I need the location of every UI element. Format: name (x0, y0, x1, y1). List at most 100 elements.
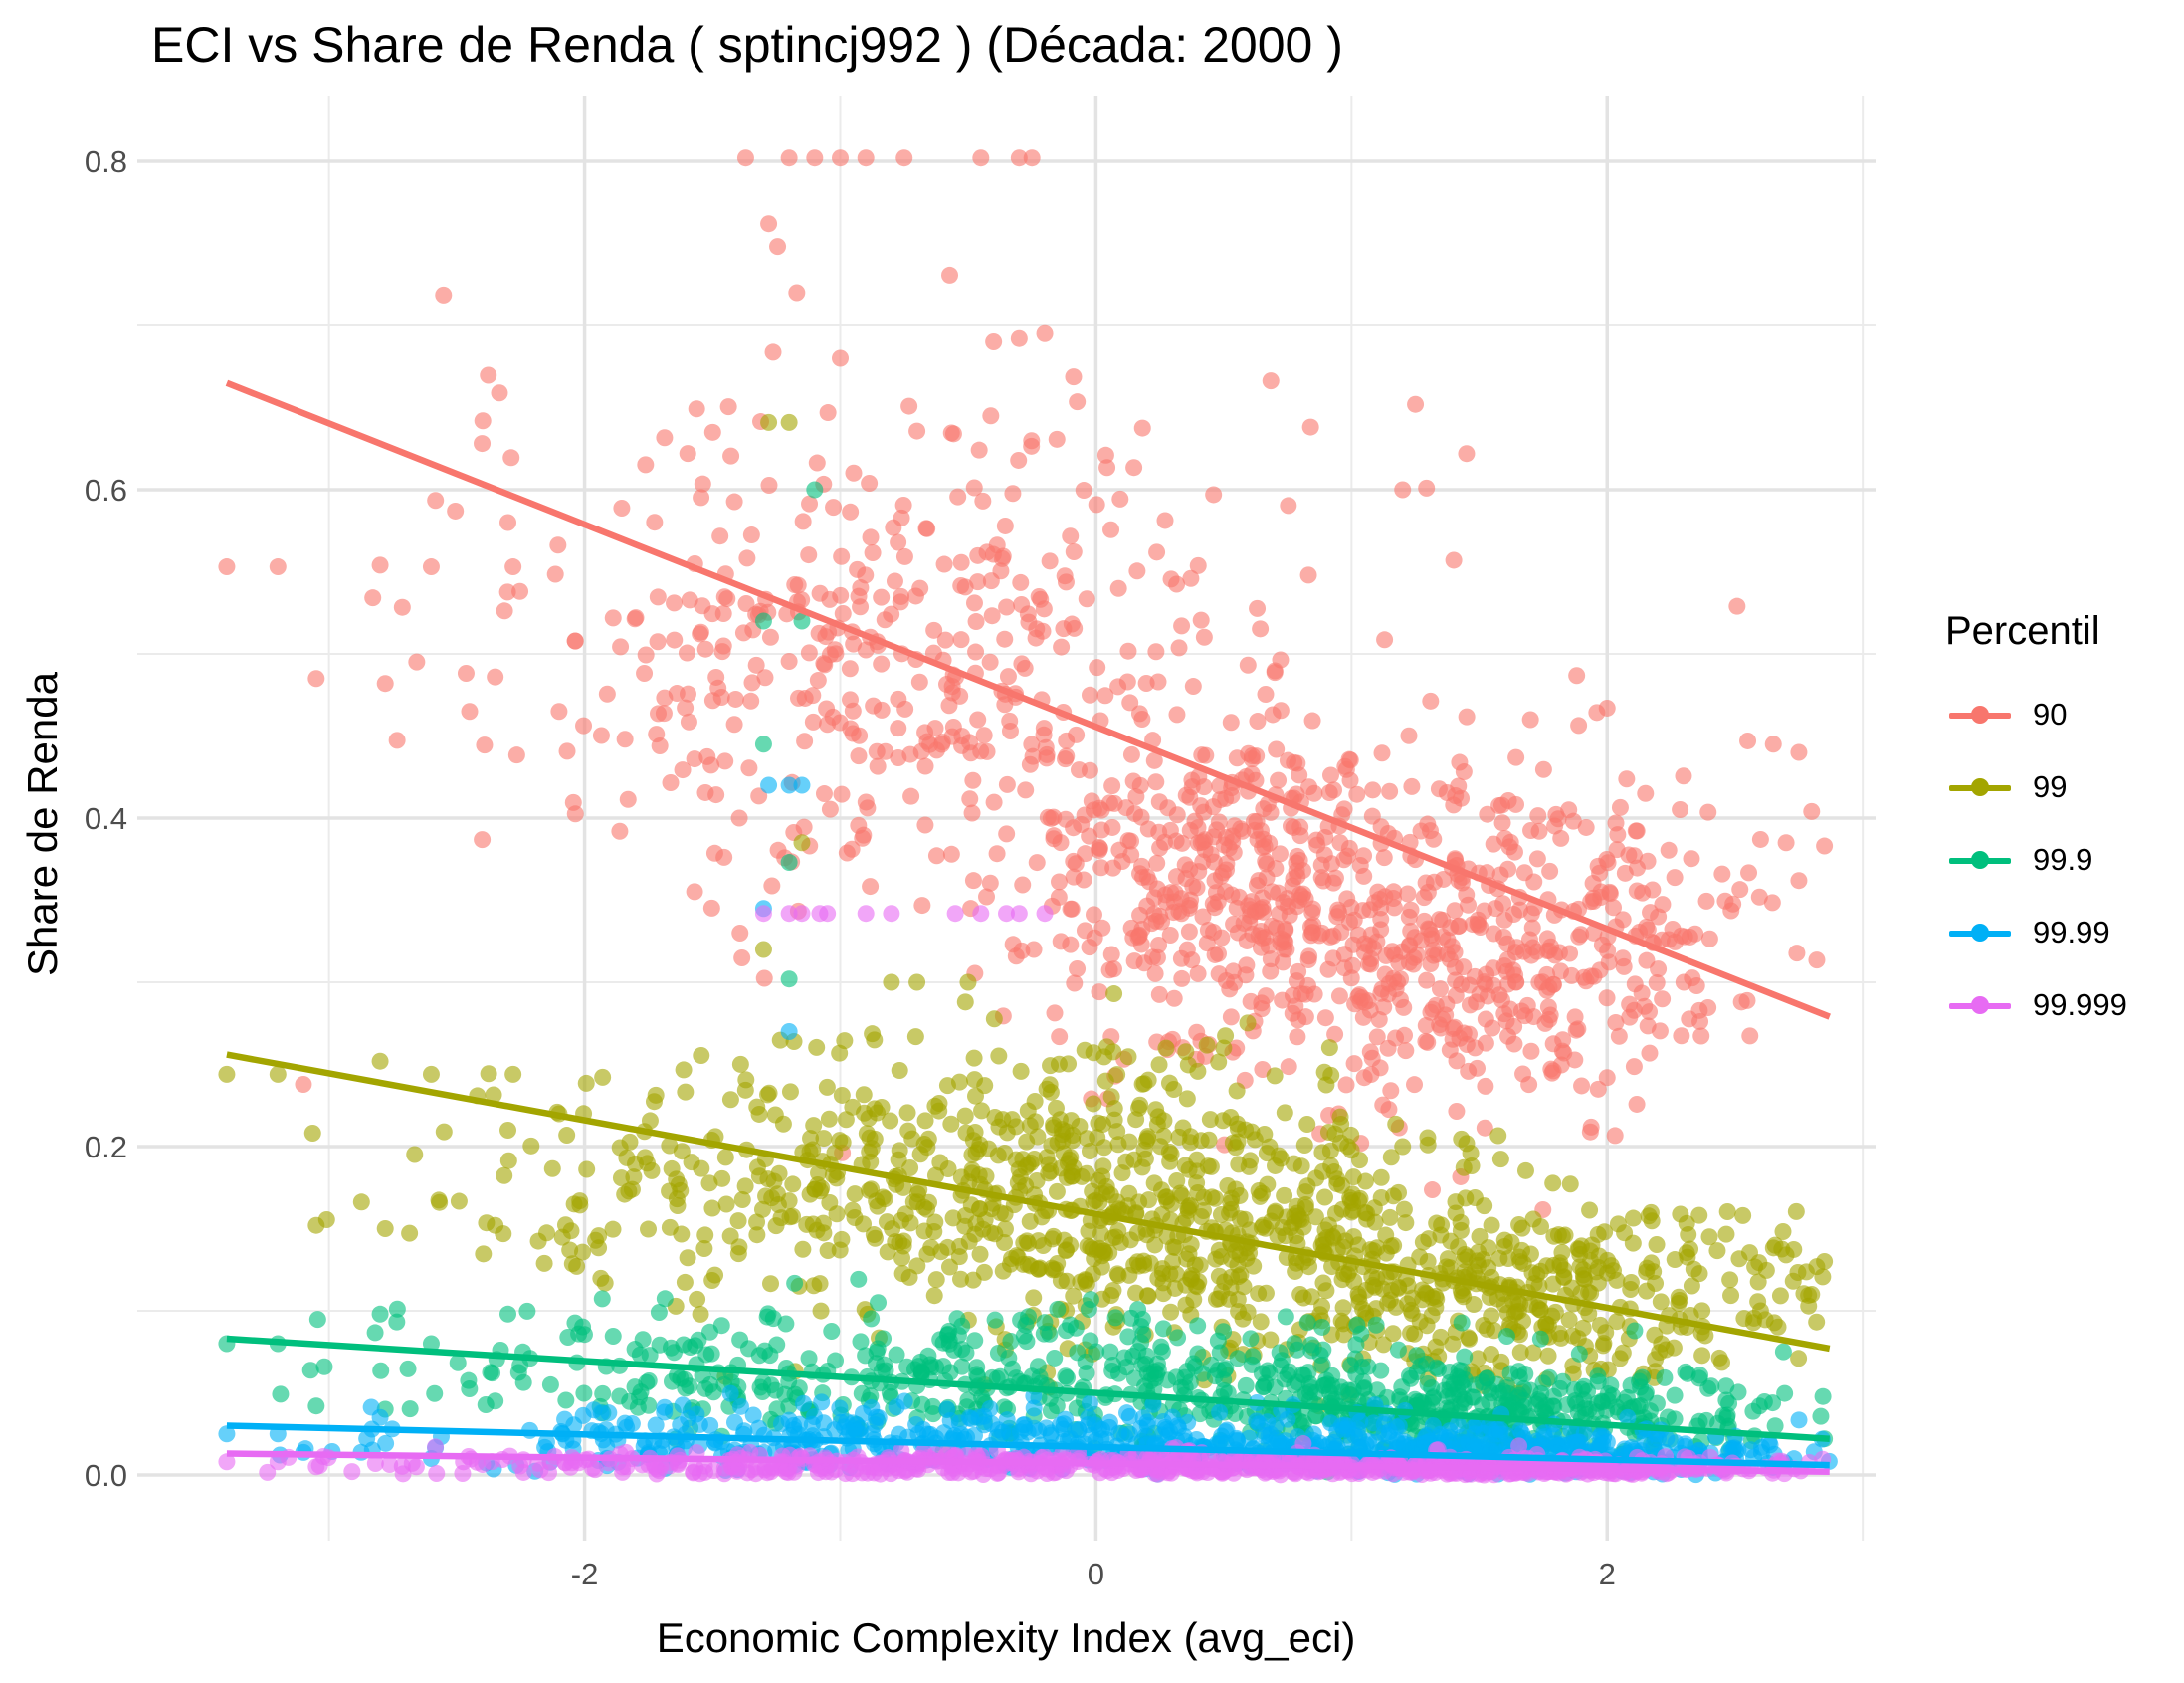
data-point (1577, 972, 1595, 990)
data-point (1206, 899, 1224, 917)
data-point (1102, 1286, 1120, 1304)
data-point (714, 637, 732, 655)
data-point (1085, 1044, 1102, 1062)
data-point (1750, 888, 1768, 906)
data-point (820, 1110, 838, 1128)
data-point (719, 398, 737, 416)
data-point (1456, 1348, 1474, 1366)
data-point (1296, 1183, 1314, 1201)
data-point (986, 1311, 1004, 1329)
data-point (707, 668, 725, 686)
data-point (1683, 1277, 1700, 1295)
data-point (1499, 975, 1517, 993)
data-point (1740, 864, 1758, 882)
data-point (1070, 1420, 1088, 1438)
data-point (1419, 1033, 1437, 1051)
data-point (1222, 714, 1240, 732)
data-point (1147, 643, 1165, 661)
data-point (1085, 1095, 1102, 1113)
data-point (877, 742, 894, 760)
data-point (978, 742, 996, 760)
data-point (1200, 1131, 1218, 1149)
data-point (1774, 1223, 1792, 1241)
data-point (1287, 997, 1304, 1015)
data-point (1173, 969, 1191, 987)
data-point (649, 588, 667, 606)
data-point (1537, 1257, 1555, 1275)
data-point (982, 1224, 1000, 1242)
data-point (890, 533, 907, 551)
data-point (935, 555, 953, 573)
data-point (748, 1098, 766, 1116)
data-point (1749, 1273, 1767, 1291)
data-point (636, 665, 654, 683)
data-point (1089, 659, 1106, 677)
data-point (1222, 1008, 1240, 1026)
data-point (1814, 1387, 1832, 1405)
data-point (1122, 832, 1140, 850)
data-point (936, 631, 954, 649)
data-point (1230, 1303, 1248, 1321)
data-point (737, 594, 755, 612)
data-point (604, 1327, 622, 1345)
data-point (763, 877, 781, 895)
data-point (1256, 1125, 1274, 1143)
data-point (1331, 834, 1349, 852)
data-point (804, 1215, 822, 1233)
data-point (1263, 917, 1281, 935)
data-point (1302, 1342, 1320, 1360)
data-point (733, 948, 751, 966)
data-point (1313, 1318, 1331, 1336)
data-point (1003, 1360, 1021, 1377)
data-point (1739, 732, 1757, 749)
data-point (557, 1391, 575, 1409)
data-point (890, 720, 907, 737)
data-point (1345, 1272, 1363, 1290)
data-point (831, 1399, 849, 1417)
data-point (1317, 1076, 1335, 1094)
data-point (1132, 1334, 1150, 1352)
data-point (964, 872, 982, 890)
data-point (655, 705, 673, 723)
data-point (1125, 1256, 1143, 1274)
data-point (1491, 866, 1509, 884)
data-point (1554, 1372, 1572, 1390)
data-point (1065, 543, 1083, 561)
data-point (1194, 908, 1212, 926)
data-point (480, 366, 497, 384)
data-point (422, 1335, 440, 1353)
data-point (1081, 686, 1098, 704)
data-point (1298, 1314, 1316, 1332)
data-point (577, 1074, 595, 1092)
data-point (1301, 418, 1319, 436)
data-point (1153, 1343, 1171, 1361)
data-point (1589, 1080, 1607, 1098)
data-point (729, 1212, 747, 1230)
data-point (625, 1168, 643, 1186)
data-point (484, 1365, 501, 1382)
data-point (1342, 1357, 1360, 1374)
data-point (1376, 631, 1394, 649)
data-point (966, 1123, 984, 1141)
data-point (1614, 911, 1632, 929)
data-point (898, 1104, 916, 1122)
data-point (1790, 872, 1808, 890)
data-point (575, 717, 593, 735)
data-point (855, 1215, 873, 1233)
data-point (1591, 961, 1609, 979)
data-point (1808, 951, 1826, 969)
data-point (837, 1111, 855, 1129)
data-point (461, 703, 479, 721)
data-point (1065, 868, 1083, 886)
data-point (998, 1411, 1016, 1429)
data-point (1639, 852, 1657, 870)
data-point (1195, 1188, 1213, 1206)
data-point (666, 631, 684, 649)
data-point (616, 731, 634, 748)
data-point (1394, 481, 1412, 499)
data-point (1763, 894, 1781, 912)
data-point (499, 1152, 517, 1169)
data-point (1598, 1069, 1616, 1087)
data-point (808, 454, 826, 472)
data-point (1771, 1287, 1789, 1305)
